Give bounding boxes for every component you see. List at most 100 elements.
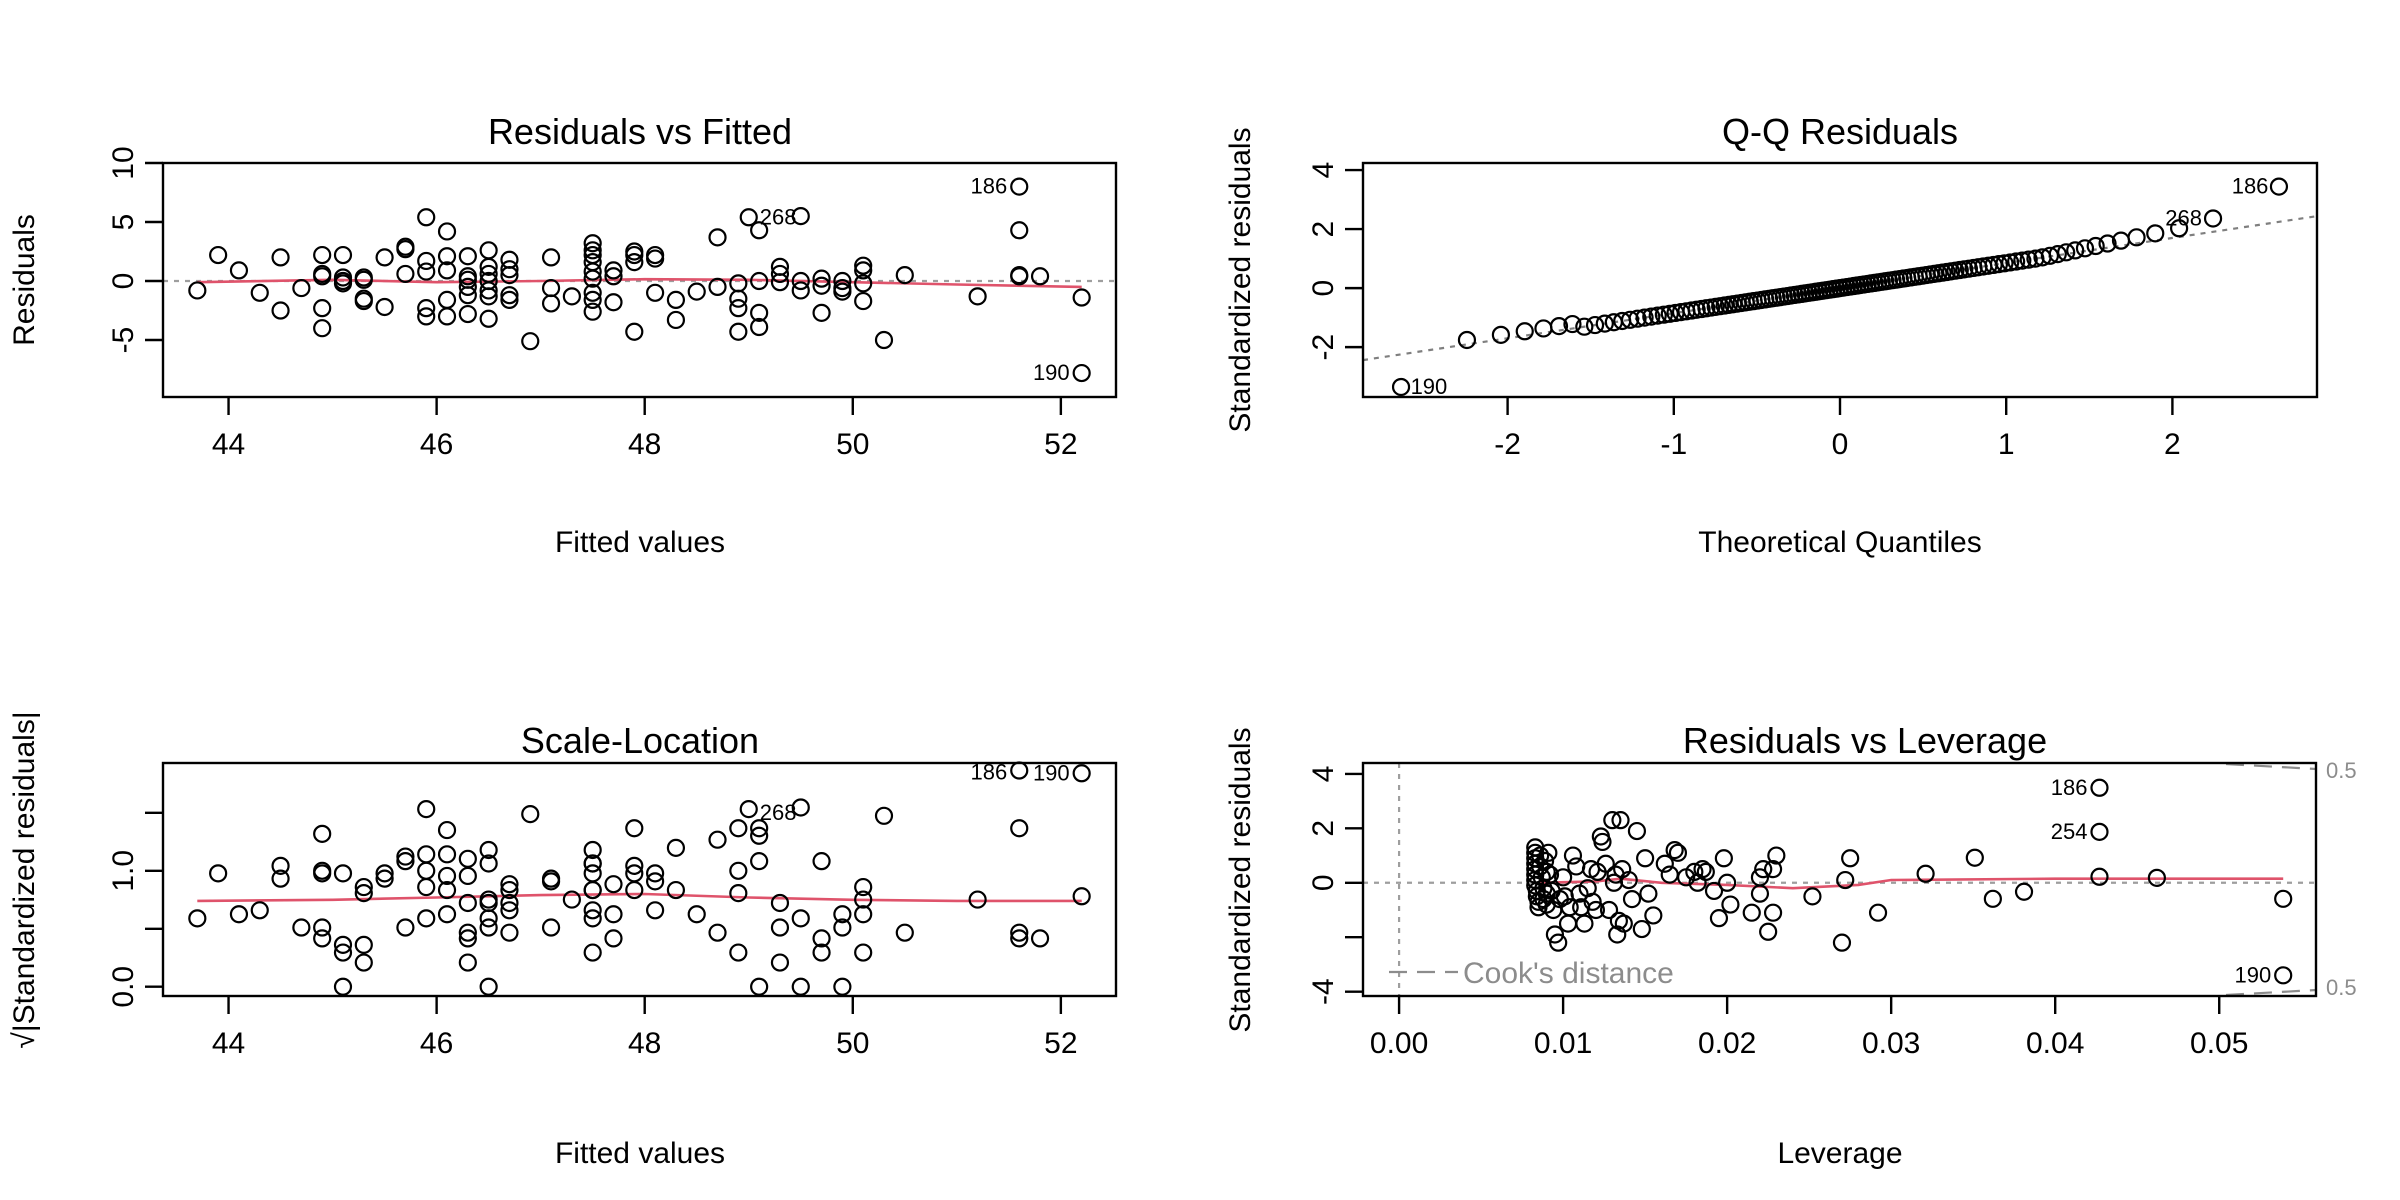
data-point xyxy=(791,271,810,291)
panel-title: Q-Q Residuals xyxy=(1722,111,1958,152)
y-tick-label: -2 xyxy=(1307,334,1340,361)
data-point xyxy=(500,266,519,285)
data-point xyxy=(1965,848,1984,867)
data-point xyxy=(604,905,623,924)
data-point xyxy=(604,267,623,286)
data-point xyxy=(1832,933,1852,952)
data-point xyxy=(854,274,873,293)
data-point xyxy=(354,291,373,311)
data-point xyxy=(354,884,373,903)
data-point xyxy=(854,261,873,280)
legend-cook-label: Cook's distance xyxy=(1463,957,1674,990)
data-point xyxy=(541,872,561,891)
data-point xyxy=(271,869,290,888)
data-point xyxy=(604,929,623,948)
data-point xyxy=(1639,884,1658,903)
data-point xyxy=(854,291,873,311)
data-point xyxy=(895,266,914,285)
data-point xyxy=(583,234,602,253)
data-point xyxy=(791,909,810,928)
y-axis-label: √|Standardized residuals| xyxy=(8,711,41,1048)
data-point xyxy=(1803,887,1822,906)
data-point xyxy=(500,901,519,920)
x-tick-label: 50 xyxy=(836,1027,869,1060)
point-id-label: 268 xyxy=(760,204,797,229)
data-point xyxy=(458,277,477,297)
data-point xyxy=(458,247,477,266)
data-point xyxy=(791,977,810,996)
y-tick-label: 4 xyxy=(1307,162,1340,179)
data-point xyxy=(666,290,686,309)
data-point xyxy=(833,271,852,291)
data-point xyxy=(1030,929,1050,948)
data-point xyxy=(2147,868,2166,887)
data-point xyxy=(1554,868,1573,887)
y-tick-label: 0.0 xyxy=(107,966,140,1008)
data-point xyxy=(812,929,831,948)
data-point xyxy=(2127,228,2146,247)
data-point xyxy=(1010,929,1029,948)
data-point xyxy=(458,866,477,886)
data-point xyxy=(2203,209,2223,228)
data-point xyxy=(1995,254,2014,273)
data-point xyxy=(2269,177,2289,196)
data-point xyxy=(1575,914,1594,933)
data-point xyxy=(333,935,353,954)
data-point xyxy=(729,819,748,838)
data-point xyxy=(854,943,873,962)
data-point xyxy=(354,935,373,954)
data-point xyxy=(708,228,727,247)
data-point xyxy=(1611,811,1630,830)
x-tick-label: -1 xyxy=(1660,428,1687,461)
data-point xyxy=(666,838,686,857)
data-point xyxy=(333,245,353,265)
data-point xyxy=(437,261,457,280)
data-point xyxy=(770,264,790,284)
data-point xyxy=(791,207,810,226)
x-tick-label: 48 xyxy=(628,428,661,461)
data-point xyxy=(1620,310,1640,329)
data-point xyxy=(1585,315,1605,335)
y-tick-label: 1.0 xyxy=(107,850,140,892)
data-point xyxy=(562,890,581,909)
data-point xyxy=(854,905,873,924)
data-point xyxy=(1010,923,1029,942)
data-point xyxy=(396,852,415,871)
data-point xyxy=(437,247,457,266)
data-point xyxy=(437,307,457,326)
data-point xyxy=(708,923,727,942)
data-point xyxy=(2014,882,2034,901)
x-axis-label: Fitted values xyxy=(555,1137,725,1170)
y-tick-label: 10 xyxy=(107,146,140,179)
cook-contour-lower xyxy=(2225,988,2317,997)
panel-qq-residuals: Q-Q Residuals Theoretical Quantiles Stan… xyxy=(1224,111,2319,559)
data-point xyxy=(1010,819,1029,838)
data-point xyxy=(625,322,644,341)
data-point xyxy=(521,805,540,824)
data-point xyxy=(1754,860,1773,879)
data-point xyxy=(229,261,249,280)
data-point xyxy=(750,826,769,845)
point-id-label: 268 xyxy=(2165,205,2202,230)
data-point xyxy=(250,283,269,302)
data-point xyxy=(1714,849,1733,868)
point-id-label: 190 xyxy=(1033,760,1070,785)
data-point xyxy=(1704,881,1724,901)
data-point xyxy=(1983,889,2002,908)
y-tick-label: 2 xyxy=(1307,820,1340,837)
data-point xyxy=(2090,867,2109,886)
data-point xyxy=(458,893,477,913)
data-point xyxy=(1515,322,1534,341)
panel-title: Scale-Location xyxy=(521,720,759,761)
data-point xyxy=(1718,873,1737,892)
x-tick-label: 0.02 xyxy=(1698,1027,1756,1060)
data-point xyxy=(854,877,873,897)
data-point xyxy=(2001,253,2020,272)
data-point xyxy=(583,901,602,920)
data-point xyxy=(895,923,914,942)
data-point xyxy=(2090,822,2109,841)
data-point xyxy=(833,282,852,301)
data-point xyxy=(2057,243,2076,262)
x-tick-label: 0.04 xyxy=(2026,1027,2084,1060)
